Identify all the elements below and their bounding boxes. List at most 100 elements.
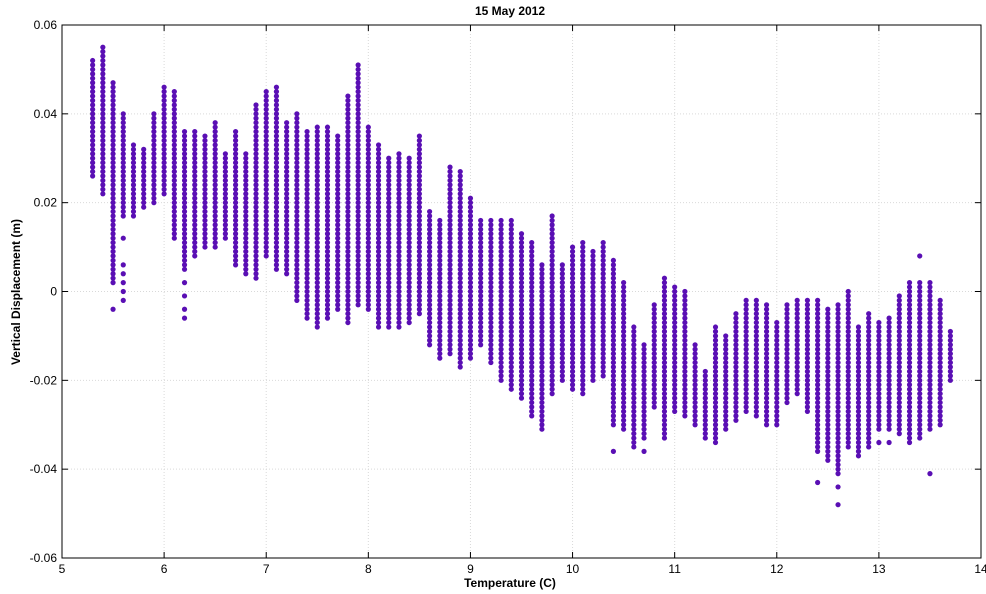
data-point	[672, 315, 678, 321]
data-point	[661, 311, 668, 317]
data-point	[284, 217, 290, 224]
data-point	[100, 66, 106, 73]
data-point	[478, 217, 484, 224]
data-point	[396, 248, 402, 255]
data-point	[763, 302, 770, 308]
data-point	[866, 439, 872, 446]
data-point	[580, 311, 586, 317]
data-point	[416, 213, 422, 219]
data-point	[284, 253, 290, 259]
data-point	[202, 244, 208, 250]
data-point	[712, 426, 719, 432]
data-point	[488, 257, 494, 264]
data-point	[141, 182, 147, 188]
data-point	[661, 413, 668, 419]
data-point	[518, 262, 525, 268]
data-point	[682, 382, 688, 388]
data-point	[120, 262, 126, 268]
data-point	[906, 311, 913, 317]
data-point	[580, 262, 586, 268]
data-point	[508, 315, 514, 321]
data-point	[120, 155, 126, 161]
data-point	[324, 168, 331, 175]
data-point	[784, 328, 790, 335]
data-point	[518, 333, 525, 339]
data-point	[733, 346, 739, 352]
data-point	[263, 168, 269, 175]
data-point	[253, 266, 259, 272]
data-point	[733, 413, 739, 419]
data-point	[90, 124, 96, 130]
data-point	[416, 204, 422, 210]
data-point	[498, 222, 504, 228]
data-point	[947, 373, 953, 379]
data-point	[273, 235, 280, 241]
data-point	[314, 173, 320, 179]
data-point	[386, 231, 392, 237]
data-point	[396, 235, 402, 241]
data-point	[284, 248, 290, 255]
data-point	[284, 200, 290, 206]
data-point	[202, 151, 208, 157]
data-point	[815, 337, 821, 343]
data-point	[539, 275, 545, 281]
data-point	[917, 337, 923, 343]
data-point	[641, 364, 647, 370]
data-point	[661, 435, 668, 441]
data-point	[488, 324, 494, 330]
data-point	[171, 213, 177, 219]
data-point	[641, 386, 647, 392]
data-point	[324, 186, 331, 192]
data-point	[427, 235, 433, 241]
data-point	[171, 89, 177, 95]
data-point	[212, 244, 218, 250]
data-point	[192, 253, 198, 259]
data-point	[192, 213, 198, 219]
data-point	[886, 333, 892, 339]
data-point	[712, 364, 719, 370]
data-point	[539, 337, 545, 343]
data-point	[478, 280, 484, 286]
data-point	[427, 319, 433, 326]
data-point	[324, 315, 331, 321]
data-point	[365, 248, 371, 255]
data-point	[590, 288, 596, 295]
data-point	[723, 417, 729, 423]
data-point	[284, 177, 290, 184]
data-point	[580, 391, 586, 397]
data-point	[355, 168, 361, 175]
data-point	[365, 217, 371, 224]
data-point	[763, 328, 770, 335]
data-point	[141, 195, 147, 201]
data-point	[937, 364, 943, 370]
data-point	[314, 297, 320, 303]
data-point	[202, 231, 208, 237]
data-point	[304, 191, 310, 197]
data-point	[447, 200, 453, 206]
data-point	[427, 280, 433, 286]
data-point	[212, 120, 218, 126]
data-point	[386, 262, 392, 268]
data-point	[825, 457, 831, 463]
data-point	[90, 111, 96, 117]
data-point	[651, 311, 657, 317]
data-point	[365, 284, 371, 290]
data-point	[631, 328, 637, 335]
data-point	[937, 351, 943, 357]
data-point	[110, 177, 116, 184]
data-point	[784, 382, 790, 388]
data-point	[600, 368, 606, 375]
data-point	[324, 248, 331, 255]
data-point	[590, 324, 596, 330]
data-point	[876, 346, 882, 352]
data-point	[518, 306, 525, 312]
data-point	[263, 195, 269, 201]
data-point	[416, 311, 422, 317]
data-point	[896, 391, 902, 397]
data-point	[774, 417, 780, 423]
data-point	[222, 168, 228, 175]
data-point	[733, 337, 739, 343]
data-point	[355, 231, 361, 237]
data-point	[273, 146, 280, 152]
data-point	[712, 395, 719, 401]
